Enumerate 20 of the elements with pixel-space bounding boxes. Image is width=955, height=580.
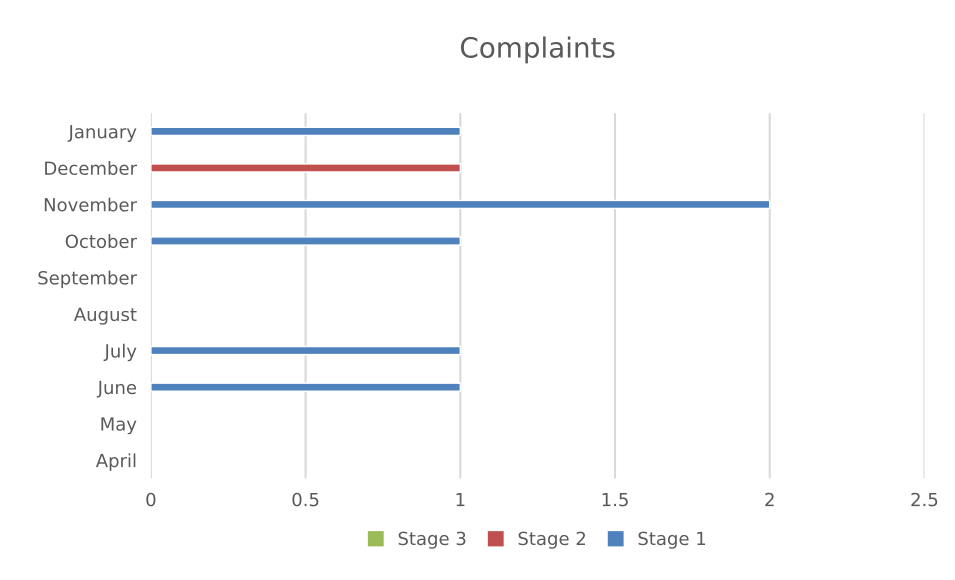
y-tick-label: August bbox=[74, 308, 137, 325]
y-tick-label: November bbox=[44, 198, 137, 212]
y-tick-label: May bbox=[101, 417, 136, 434]
y-tick-label: January bbox=[68, 125, 136, 142]
y-tick-label: October bbox=[66, 234, 137, 248]
x-tick-label: 0 bbox=[146, 492, 156, 506]
x-tick-label: 1.5 bbox=[602, 492, 628, 506]
chart-title: Complaints bbox=[460, 36, 615, 64]
legend-label: Stage 2 bbox=[518, 532, 585, 549]
legend-label: Stage 3 bbox=[398, 532, 466, 549]
x-tick-label: 2 bbox=[765, 492, 774, 506]
y-tick-label: September bbox=[38, 270, 137, 288]
y-tick-label: July bbox=[104, 344, 136, 362]
x-tick-label: 2.5 bbox=[911, 492, 938, 506]
x-tick-label: 0.5 bbox=[292, 492, 318, 506]
y-tick-label: April bbox=[96, 453, 136, 471]
legend-label: Stage 1 bbox=[638, 532, 706, 549]
y-tick-label: December bbox=[45, 161, 137, 176]
x-tick-label: 1 bbox=[456, 492, 464, 506]
y-tick-label: June bbox=[96, 380, 136, 398]
